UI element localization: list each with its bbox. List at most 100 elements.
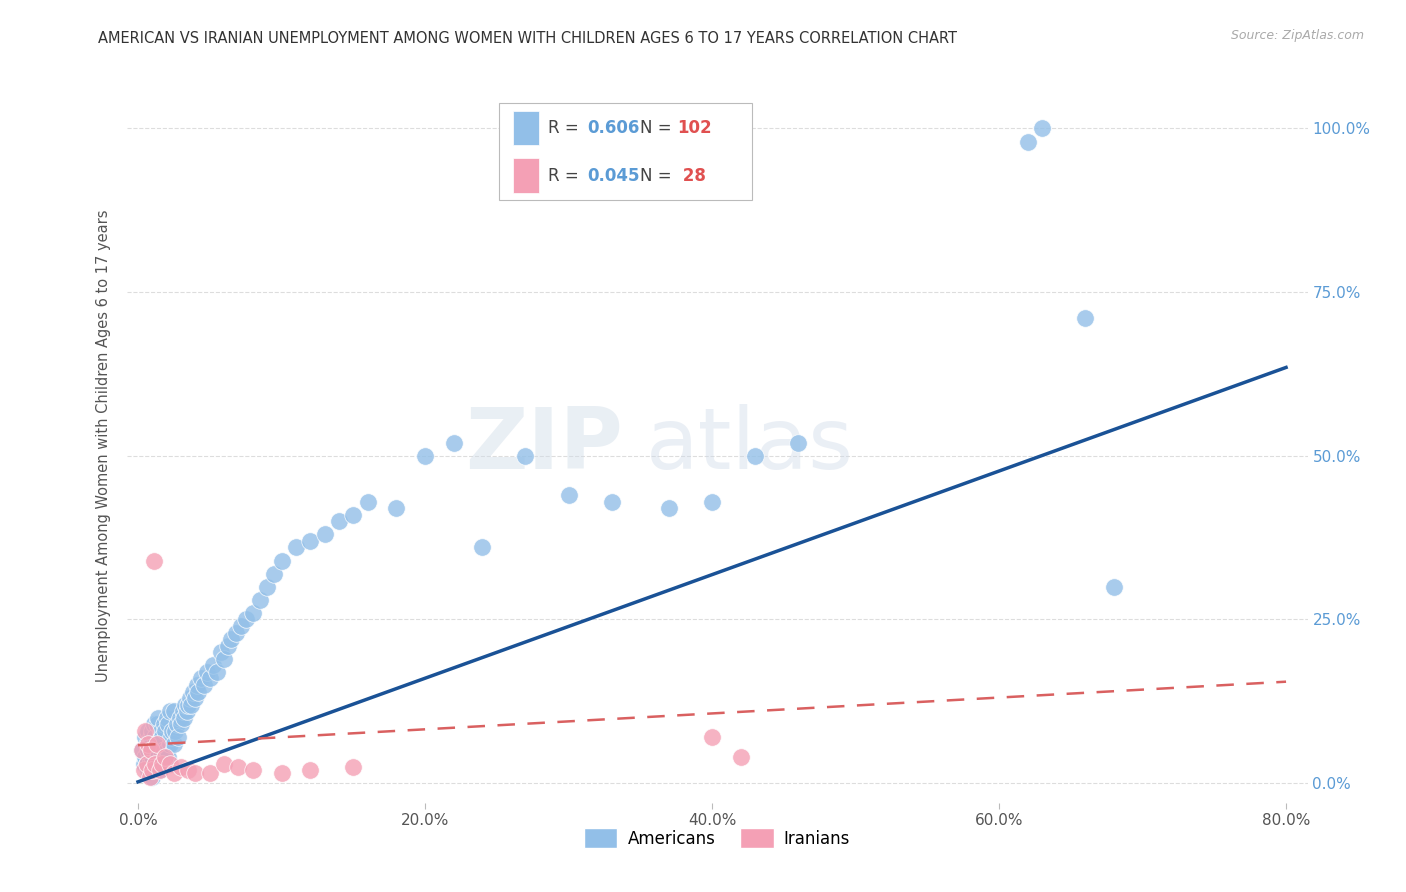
Point bbox=[167, 731, 190, 745]
Point bbox=[131, 743, 153, 757]
Point bbox=[159, 704, 181, 718]
Point bbox=[162, 723, 184, 738]
Point bbox=[142, 763, 165, 777]
Point bbox=[159, 737, 181, 751]
Point bbox=[299, 533, 322, 548]
Text: R =: R = bbox=[548, 119, 583, 136]
Point bbox=[198, 766, 221, 780]
Text: 102: 102 bbox=[676, 119, 711, 136]
Point bbox=[148, 731, 170, 745]
Point bbox=[142, 743, 165, 757]
Point bbox=[165, 723, 187, 738]
Point bbox=[217, 639, 239, 653]
Point bbox=[136, 723, 159, 738]
Point bbox=[153, 717, 176, 731]
Point bbox=[471, 541, 494, 555]
Point bbox=[180, 698, 202, 712]
Point bbox=[1074, 311, 1097, 326]
Point bbox=[172, 704, 194, 718]
Point bbox=[156, 743, 179, 757]
Point bbox=[155, 750, 177, 764]
Point bbox=[174, 698, 197, 712]
Point bbox=[131, 743, 153, 757]
Point bbox=[658, 501, 681, 516]
Point bbox=[143, 731, 166, 745]
Text: ZIP: ZIP bbox=[465, 404, 623, 488]
Point bbox=[143, 756, 166, 771]
Point bbox=[139, 763, 162, 777]
Point bbox=[198, 672, 221, 686]
Point bbox=[356, 494, 378, 508]
Point bbox=[141, 770, 163, 784]
Point bbox=[136, 763, 159, 777]
Point bbox=[155, 723, 177, 738]
Point bbox=[184, 766, 207, 780]
Point bbox=[193, 678, 215, 692]
Point bbox=[136, 737, 159, 751]
Text: 0.606: 0.606 bbox=[588, 119, 640, 136]
Point bbox=[156, 711, 179, 725]
Point bbox=[443, 435, 465, 450]
Point bbox=[152, 731, 174, 745]
Point bbox=[134, 750, 156, 764]
Point bbox=[744, 449, 766, 463]
Point bbox=[138, 756, 160, 771]
Point bbox=[179, 691, 201, 706]
Point bbox=[242, 606, 264, 620]
Point bbox=[225, 625, 247, 640]
Point bbox=[270, 553, 292, 567]
Point bbox=[146, 737, 169, 751]
Point bbox=[228, 760, 250, 774]
Point bbox=[284, 541, 307, 555]
Point bbox=[170, 717, 193, 731]
Point bbox=[730, 750, 752, 764]
Point bbox=[195, 665, 218, 679]
Point bbox=[184, 691, 207, 706]
Point bbox=[153, 743, 176, 757]
Point bbox=[190, 672, 212, 686]
Point bbox=[413, 449, 436, 463]
Point bbox=[209, 645, 232, 659]
Text: 28: 28 bbox=[676, 167, 706, 185]
Point bbox=[136, 743, 159, 757]
Point bbox=[600, 494, 623, 508]
Point bbox=[138, 737, 160, 751]
Bar bbox=[513, 159, 538, 193]
Point bbox=[145, 763, 167, 777]
Text: R =: R = bbox=[548, 167, 583, 185]
Point bbox=[173, 711, 195, 725]
Point bbox=[157, 750, 180, 764]
Point bbox=[141, 750, 163, 764]
Text: atlas: atlas bbox=[647, 404, 855, 488]
Point bbox=[177, 698, 200, 712]
Point bbox=[163, 704, 186, 718]
Point bbox=[139, 743, 162, 757]
Point bbox=[201, 658, 224, 673]
Point bbox=[145, 717, 167, 731]
Point bbox=[263, 566, 285, 581]
Point bbox=[270, 766, 292, 780]
Point bbox=[148, 763, 170, 777]
Point bbox=[145, 737, 167, 751]
Point bbox=[159, 756, 181, 771]
Point bbox=[177, 763, 200, 777]
Point bbox=[1102, 580, 1125, 594]
Legend: Americans, Iranians: Americans, Iranians bbox=[578, 822, 856, 855]
Point bbox=[242, 763, 264, 777]
Point bbox=[157, 717, 180, 731]
Point bbox=[141, 723, 163, 738]
Point bbox=[160, 731, 183, 745]
Point bbox=[148, 763, 170, 777]
Text: N =: N = bbox=[640, 119, 678, 136]
Point bbox=[135, 756, 157, 771]
Bar bbox=[513, 111, 538, 145]
Point bbox=[342, 508, 364, 522]
Point bbox=[385, 501, 408, 516]
Point bbox=[132, 756, 155, 771]
Text: 0.045: 0.045 bbox=[588, 167, 640, 185]
Point bbox=[299, 763, 322, 777]
Point bbox=[152, 756, 174, 771]
Point bbox=[142, 553, 165, 567]
Point bbox=[235, 612, 257, 626]
Text: N =: N = bbox=[640, 167, 678, 185]
